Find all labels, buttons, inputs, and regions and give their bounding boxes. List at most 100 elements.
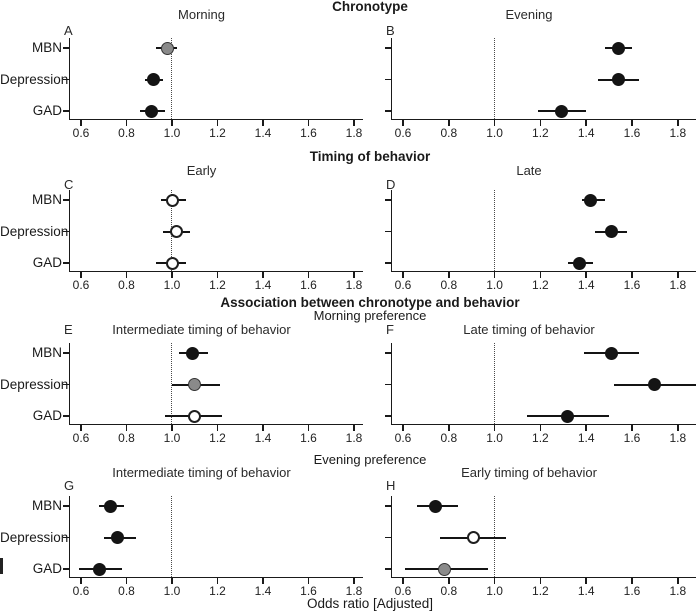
- panel-h-plot: 0.6 0.8 1.0 1.2 1.4 1.6 1.8: [384, 496, 696, 598]
- reference-line-1.0: [493, 343, 495, 424]
- x-tick-label: 1.2: [209, 278, 226, 292]
- left-edge-artifact: [0, 558, 3, 574]
- x-tick-label: 0.8: [118, 431, 135, 445]
- panel-a-plot: 0.6 0.8 1.0 1.2 1.4 1.6 1.8: [62, 38, 363, 140]
- y-tick: [384, 199, 391, 201]
- panel-h-letter: H: [386, 478, 396, 493]
- point-gad-marker: [561, 409, 575, 423]
- point-depression-marker: [467, 531, 481, 544]
- x-tick-label: 1.4: [577, 431, 595, 445]
- x-tick: [125, 424, 128, 431]
- point-depression-marker: [611, 73, 625, 86]
- x-tick-label: 1.0: [163, 278, 181, 292]
- x-tick-label: 1.2: [209, 126, 226, 140]
- point-depression-marker: [604, 225, 618, 238]
- y-tick: [62, 505, 69, 507]
- y-axis-label-gad: GAD: [32, 255, 62, 270]
- x-tick-label: 0.8: [440, 126, 458, 140]
- x-tick-label: 1.2: [209, 584, 226, 598]
- point-gad-marker: [165, 256, 179, 270]
- panel-b-title: Evening: [505, 7, 553, 22]
- point-depression-marker: [648, 378, 662, 391]
- point-mbn-marker: [611, 41, 625, 55]
- x-tick-label: 1.4: [254, 278, 272, 292]
- y-tick: [384, 383, 391, 386]
- x-tick-label: 1.6: [300, 584, 317, 598]
- y-tick: [384, 536, 391, 539]
- x-tick: [80, 271, 82, 278]
- panel-d-plot: 0.6 0.8 1.0 1.2 1.4 1.6 1.8: [384, 190, 696, 292]
- panel-h-title: Early timing of behavior: [461, 465, 597, 480]
- x-axis-title: Odds ratio [Adjusted]: [306, 596, 434, 611]
- x-tick: [262, 577, 264, 584]
- x-tick-label: 1.4: [254, 126, 272, 140]
- panel-f-plot: 0.6 0.8 1.0 1.2 1.4 1.6 1.8: [384, 343, 697, 445]
- x-tick: [493, 271, 496, 278]
- x-tick: [171, 119, 173, 126]
- point-gad-marker: [145, 104, 159, 118]
- y-axis-label-mbn: MBN: [32, 40, 62, 55]
- x-tick: [80, 424, 82, 431]
- x-tick-label: 1.8: [345, 584, 363, 598]
- x-tick-label: 1.2: [532, 431, 549, 445]
- panel-f-letter: F: [386, 322, 394, 337]
- y-axis-label-gad: GAD: [32, 408, 62, 423]
- reference-line-1.0: [171, 38, 173, 119]
- x-tick: [353, 271, 355, 278]
- x-tick-label: 1.6: [623, 278, 641, 292]
- point-depression-marker: [170, 225, 184, 238]
- x-tick: [448, 577, 450, 584]
- x-tick: [677, 577, 679, 584]
- x-tick: [631, 119, 633, 126]
- x-tick-label: 1.8: [669, 126, 687, 140]
- section-header: Association between chronotype and behav…: [220, 295, 520, 310]
- x-tick-label: 1.0: [486, 584, 503, 598]
- panel-a-letter: A: [64, 23, 73, 38]
- x-tick-label: 0.8: [440, 431, 458, 445]
- point-gad-marker: [92, 562, 106, 576]
- x-tick: [353, 424, 355, 431]
- point-mbn-marker: [185, 346, 199, 360]
- y-axis-label-mbn: MBN: [32, 345, 62, 360]
- x-tick: [539, 577, 542, 584]
- x-tick-label: 0.8: [118, 126, 135, 140]
- y-axis-label-mbn: MBN: [32, 498, 62, 513]
- x-tick-label: 0.8: [118, 584, 135, 598]
- x-tick: [585, 119, 587, 126]
- y-tick: [384, 415, 391, 417]
- x-tick-label: 1.2: [532, 278, 549, 292]
- x-tick: [539, 271, 542, 278]
- point-depression-marker: [147, 73, 161, 86]
- x-tick-label: 1.6: [300, 126, 317, 140]
- x-tick-label: 0.6: [394, 278, 412, 292]
- y-tick: [62, 568, 69, 570]
- panel-f-title: Late timing of behavior: [463, 322, 595, 337]
- x-tick: [353, 119, 355, 126]
- x-tick: [125, 271, 128, 278]
- x-tick: [631, 577, 633, 584]
- x-tick: [677, 271, 679, 278]
- x-tick-label: 0.6: [394, 584, 412, 598]
- reference-line-1.0: [493, 38, 495, 119]
- panel-d-letter: D: [386, 177, 396, 192]
- y-axis-label-depression: Depression: [0, 376, 69, 392]
- y-axis-label-depression: Depression: [0, 223, 69, 239]
- x-tick-label: 1.8: [345, 431, 363, 445]
- section-header: Chronotype: [332, 0, 408, 14]
- point-mbn-marker: [165, 193, 179, 207]
- panel-d-title: Late: [516, 163, 542, 178]
- panel-g-title: Intermediate timing of behavior: [112, 465, 291, 480]
- x-tick: [677, 119, 679, 126]
- x-tick-label: 1.6: [623, 431, 641, 445]
- y-axis-label-gad: GAD: [32, 103, 62, 118]
- y-tick: [62, 78, 69, 81]
- point-mbn-marker: [604, 346, 618, 360]
- y-tick: [62, 415, 69, 417]
- point-mbn-marker: [160, 41, 174, 55]
- x-tick-label: 0.6: [394, 431, 412, 445]
- y-tick: [384, 352, 391, 354]
- y-tick: [62, 262, 69, 264]
- x-tick: [307, 424, 310, 431]
- x-tick: [493, 577, 496, 584]
